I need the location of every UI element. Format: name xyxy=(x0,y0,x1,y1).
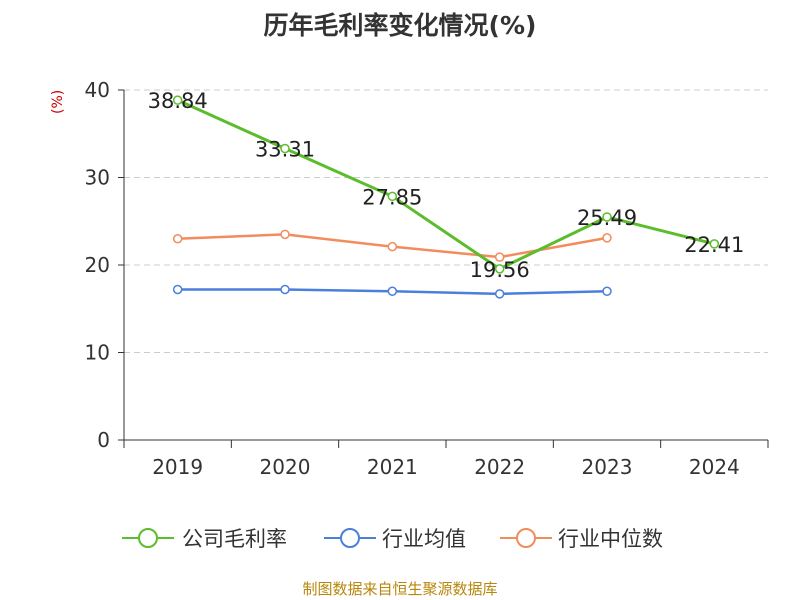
legend-item: 行业均值 xyxy=(382,527,466,551)
data-point xyxy=(172,95,183,105)
data-point xyxy=(387,241,398,252)
data-label: 27.85 xyxy=(362,185,422,209)
data-point xyxy=(280,284,290,295)
series-line xyxy=(177,98,715,271)
x-tick-label: 2020 xyxy=(260,455,311,479)
data-point xyxy=(494,264,505,274)
x-tick-label: 2023 xyxy=(582,455,633,479)
data-point xyxy=(280,143,290,154)
data-point xyxy=(709,239,720,249)
chart-title: 历年毛利率变化情况(%) xyxy=(263,11,537,40)
data-label: 25.49 xyxy=(577,206,637,230)
y-tick-label: 20 xyxy=(85,253,110,277)
legend-item: 公司毛利率 xyxy=(182,527,287,551)
data-label: 33.31 xyxy=(255,138,315,162)
data-label: 38.84 xyxy=(148,89,208,113)
x-tick-label: 2021 xyxy=(367,455,418,479)
data-point xyxy=(494,252,505,262)
data-point xyxy=(387,286,398,296)
y-tick-label: 10 xyxy=(85,341,110,365)
data-point xyxy=(280,229,290,240)
data-point xyxy=(172,234,183,244)
data-point xyxy=(602,286,612,296)
legend-item: 行业中位数 xyxy=(558,527,663,551)
data-point xyxy=(172,284,183,295)
data-label: 19.56 xyxy=(470,258,530,282)
legend-marker xyxy=(516,528,536,548)
x-tick-label: 2019 xyxy=(152,455,203,479)
y-tick-label: 40 xyxy=(85,78,110,102)
data-label: 22.41 xyxy=(684,233,744,257)
data-point xyxy=(602,212,612,222)
data-point xyxy=(602,233,612,243)
y-tick-label: 30 xyxy=(85,166,110,190)
data-point xyxy=(387,191,398,202)
legend-marker xyxy=(138,528,158,548)
x-tick-label: 2024 xyxy=(689,455,740,479)
data-point xyxy=(494,289,505,299)
legend-marker xyxy=(340,528,360,548)
source-note: 制图数据来自恒生聚源数据库 xyxy=(302,580,498,598)
y-tick-label: 0 xyxy=(97,428,110,452)
x-tick-label: 2022 xyxy=(474,455,525,479)
